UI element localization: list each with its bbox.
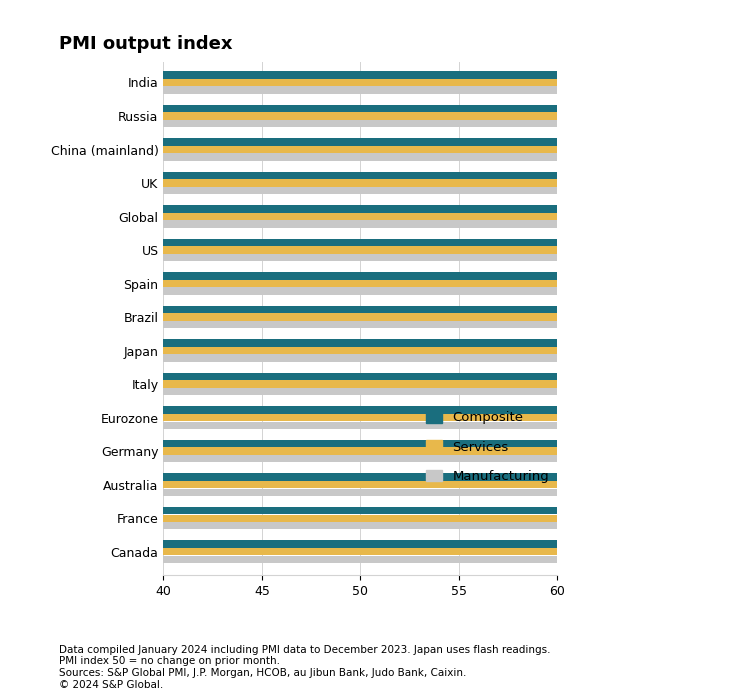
Bar xyxy=(163,514,743,522)
Bar xyxy=(163,112,743,120)
Bar xyxy=(163,146,743,153)
Bar xyxy=(163,380,743,388)
Bar xyxy=(163,220,743,228)
Bar xyxy=(163,172,743,179)
Bar xyxy=(163,79,743,86)
Bar xyxy=(163,272,743,280)
Bar xyxy=(163,414,743,421)
Bar xyxy=(163,489,743,496)
Text: Data compiled January 2024 including PMI data to December 2023. Japan uses flash: Data compiled January 2024 including PMI… xyxy=(59,644,551,690)
Bar xyxy=(163,440,743,447)
Bar xyxy=(163,355,743,362)
Bar xyxy=(163,254,743,261)
Bar xyxy=(163,406,743,414)
Bar xyxy=(163,153,743,161)
Bar xyxy=(163,280,743,288)
Bar xyxy=(163,247,743,254)
Bar xyxy=(163,105,743,112)
Bar xyxy=(163,455,743,462)
Bar xyxy=(163,481,743,489)
Bar xyxy=(163,388,743,396)
Bar xyxy=(163,187,743,194)
Bar xyxy=(163,139,743,146)
Bar xyxy=(163,556,743,563)
Bar xyxy=(163,541,743,548)
Bar xyxy=(163,421,743,429)
Bar xyxy=(163,373,743,380)
Bar xyxy=(163,306,743,313)
Bar xyxy=(163,120,743,128)
Text: PMI output index: PMI output index xyxy=(59,35,233,53)
Bar xyxy=(163,288,743,295)
Bar xyxy=(163,87,743,94)
Bar xyxy=(163,522,743,529)
Bar xyxy=(163,205,743,213)
Bar xyxy=(163,179,743,186)
Bar xyxy=(163,473,743,481)
Bar xyxy=(163,448,743,455)
Bar xyxy=(163,340,743,346)
Bar xyxy=(163,213,743,220)
Bar xyxy=(163,347,743,354)
Bar xyxy=(163,507,743,514)
Bar xyxy=(163,71,743,78)
Bar xyxy=(163,321,743,328)
Bar xyxy=(163,313,743,321)
Legend: Composite, Services, Manufacturing: Composite, Services, Manufacturing xyxy=(421,405,554,489)
Bar xyxy=(163,548,743,555)
Bar xyxy=(163,239,743,246)
